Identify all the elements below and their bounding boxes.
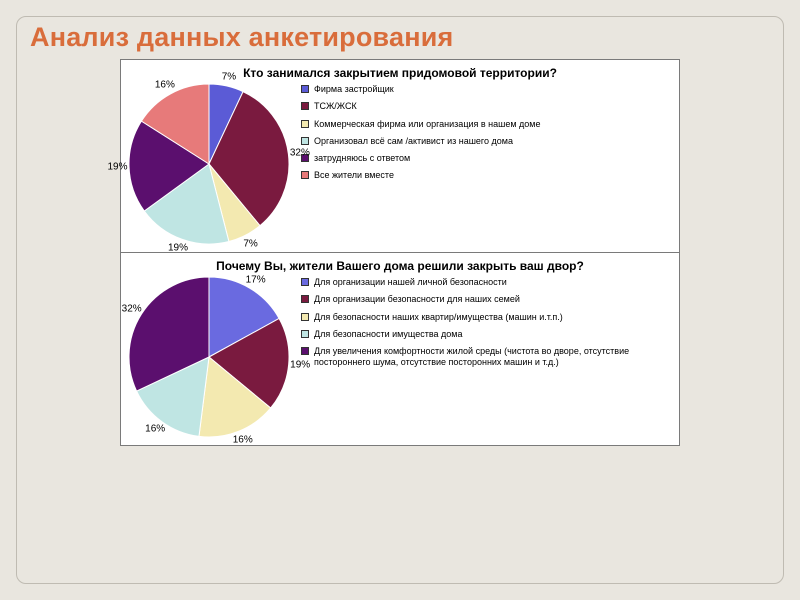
legend-swatch [301,85,309,93]
chart1-legend-row: Коммерческая фирма или организация в наш… [301,119,671,130]
chart-box-1: Кто занимался закрытием придомовой терри… [120,59,680,253]
chart1-pct-label: 19% [107,161,127,172]
legend-text: затрудняюсь с ответом [314,153,671,164]
legend-swatch [301,102,309,110]
chart1-legend-row: затрудняюсь с ответом [301,153,671,164]
slide: Анализ данных анкетирования Кто занималс… [0,0,800,600]
chart-box-2: Почему Вы, жители Вашего дома решили зак… [120,253,680,446]
chart2-legend-row: Для безопасности наших квартир/имущества… [301,312,671,323]
chart2-title: Почему Вы, жители Вашего дома решили зак… [129,259,671,273]
legend-swatch [301,295,309,303]
chart2-pct-label: 17% [246,274,266,285]
chart1-legend-row: Все жители вместе [301,170,671,181]
chart1-pct-label: 32% [290,147,310,158]
chart1-pct-label: 7% [243,238,257,249]
chart2-pct-label: 16% [233,435,253,446]
legend-text: Для организации нашей личной безопасност… [314,277,671,288]
legend-text: Организовал всё сам /активист из нашего … [314,136,671,147]
legend-swatch [301,278,309,286]
chart2-legend-row: Для увеличения комфортности жилой среды … [301,346,671,369]
chart1-pct-label: 16% [155,80,175,91]
chart1-pie-wrap: 7%32%7%19%19%16% [129,84,289,244]
legend-swatch [301,137,309,145]
chart2-pct-label: 32% [122,303,142,314]
chart2-legend-row: Для организации нашей личной безопасност… [301,277,671,288]
charts-column: Кто занимался закрытием придомовой терри… [120,59,680,446]
legend-swatch [301,330,309,338]
chart2-pct-label: 16% [145,424,165,435]
chart2-legend-row: Для организации безопасности для наших с… [301,294,671,305]
legend-text: Коммерческая фирма или организация в наш… [314,119,671,130]
chart1-legend-row: Организовал всё сам /активист из нашего … [301,136,671,147]
chart1-legend-row: ТСЖ/ЖСК [301,101,671,112]
chart2-legend: Для организации нашей личной безопасност… [301,277,671,375]
chart1-body: 7%32%7%19%19%16% Фирма застройщик ТСЖ/ЖСК… [129,84,671,244]
chart2-body: 17%19%16%16%32% Для организации нашей ли… [129,277,671,437]
legend-text: Фирма застройщик [314,84,671,95]
legend-swatch [301,347,309,355]
chart2-pie [129,277,289,437]
chart2-pie-wrap: 17%19%16%16%32% [129,277,289,437]
legend-swatch [301,171,309,179]
legend-text: Для увеличения комфортности жилой среды … [314,346,671,369]
slide-title: Анализ данных анкетирования [18,18,782,59]
legend-text: Все жители вместе [314,170,671,181]
chart2-legend-row: Для безопасности имущества дома [301,329,671,340]
legend-swatch [301,120,309,128]
legend-swatch [301,313,309,321]
legend-text: Для безопасности имущества дома [314,329,671,340]
chart1-legend-row: Фирма застройщик [301,84,671,95]
chart1-pie [129,84,289,244]
legend-text: Для организации безопасности для наших с… [314,294,671,305]
legend-text: ТСЖ/ЖСК [314,101,671,112]
chart1-legend: Фирма застройщик ТСЖ/ЖСК Коммерческая фирм… [301,84,671,188]
legend-text: Для безопасности наших квартир/имущества… [314,312,671,323]
chart2-pct-label: 19% [290,360,310,371]
chart1-pct-label: 7% [222,71,236,82]
chart1-title: Кто занимался закрытием придомовой терри… [129,66,671,80]
